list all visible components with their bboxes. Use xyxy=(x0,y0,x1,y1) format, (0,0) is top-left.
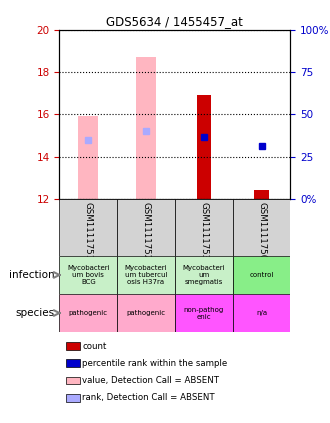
Bar xyxy=(66,360,80,367)
Bar xyxy=(59,294,117,332)
Bar xyxy=(66,376,80,385)
Text: count: count xyxy=(82,342,107,351)
Bar xyxy=(233,199,290,256)
Text: GSM1111752: GSM1111752 xyxy=(142,202,150,260)
Text: GSM1111751: GSM1111751 xyxy=(84,202,93,260)
Bar xyxy=(66,394,80,402)
Text: n/a: n/a xyxy=(256,310,267,316)
Bar xyxy=(175,294,233,332)
Text: GSM1111753: GSM1111753 xyxy=(199,202,208,260)
Text: control: control xyxy=(249,272,274,278)
Bar xyxy=(59,199,117,256)
Bar xyxy=(117,256,175,294)
Bar xyxy=(117,199,175,256)
Text: pathogenic: pathogenic xyxy=(69,310,108,316)
Title: GDS5634 / 1455457_at: GDS5634 / 1455457_at xyxy=(107,16,243,28)
Bar xyxy=(197,95,211,199)
Bar xyxy=(59,256,117,294)
Text: non-pathog
enic: non-pathog enic xyxy=(184,307,224,319)
Bar xyxy=(233,256,290,294)
Text: infection: infection xyxy=(9,270,55,280)
Text: GSM1111750: GSM1111750 xyxy=(257,202,266,260)
Bar xyxy=(136,57,156,199)
Text: value, Detection Call = ABSENT: value, Detection Call = ABSENT xyxy=(82,376,219,385)
Bar xyxy=(254,190,269,199)
Bar xyxy=(78,116,98,199)
Bar xyxy=(233,294,290,332)
Bar xyxy=(175,199,233,256)
Text: species: species xyxy=(16,308,55,318)
Text: percentile rank within the sample: percentile rank within the sample xyxy=(82,359,228,368)
Bar xyxy=(117,294,175,332)
Text: Mycobacteri
um bovis
BCG: Mycobacteri um bovis BCG xyxy=(67,265,110,285)
Text: rank, Detection Call = ABSENT: rank, Detection Call = ABSENT xyxy=(82,393,215,402)
Text: Mycobacteri
um
smegmatis: Mycobacteri um smegmatis xyxy=(182,265,225,285)
Text: pathogenic: pathogenic xyxy=(126,310,166,316)
Bar xyxy=(66,342,80,350)
Text: Mycobacteri
um tubercul
osis H37ra: Mycobacteri um tubercul osis H37ra xyxy=(125,265,167,285)
Bar xyxy=(175,256,233,294)
